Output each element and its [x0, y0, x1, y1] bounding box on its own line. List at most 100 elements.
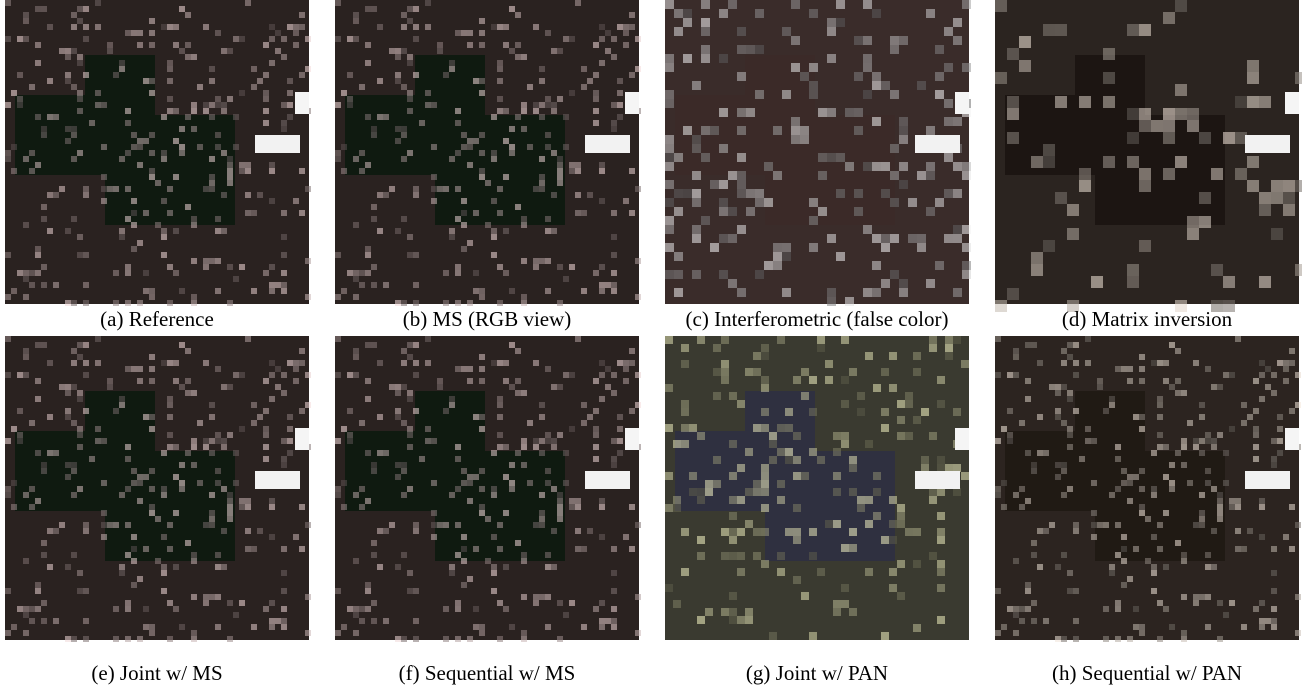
image-pixel [1079, 180, 1091, 192]
image-pixel [617, 78, 623, 84]
image-pixel [5, 492, 11, 498]
image-pixel [551, 438, 557, 444]
image-pixel [926, 9, 935, 18]
image-pixel [1061, 384, 1067, 390]
image-pixel [47, 114, 53, 120]
image-pixel [1295, 264, 1302, 276]
image-pixel [269, 624, 275, 630]
image-pixel [461, 366, 467, 372]
image-pixel [125, 366, 131, 372]
image-pixel [953, 162, 962, 171]
image-pixel [65, 636, 71, 642]
image-pixel [467, 138, 473, 144]
image-pixel [611, 438, 617, 444]
image-pixel [557, 264, 563, 270]
image-pixel [1211, 444, 1217, 450]
image-pixel [209, 258, 215, 264]
image-pixel [41, 552, 47, 558]
image-pixel [479, 624, 485, 630]
image-pixel [227, 492, 233, 498]
image-pixel [101, 102, 107, 108]
image-pixel [1193, 594, 1199, 600]
image-pixel [746, 108, 755, 117]
image-pixel [611, 234, 617, 240]
image-pixel [665, 384, 673, 392]
image-pixel [593, 426, 599, 432]
image-pixel [23, 156, 29, 162]
image-pixel [1259, 618, 1265, 624]
image-pixel [899, 180, 908, 189]
image-pixel [1271, 618, 1277, 624]
image-pixel [1145, 516, 1151, 522]
image-pixel [299, 504, 305, 510]
image-pixel [753, 424, 761, 432]
image-pixel [479, 78, 485, 84]
image-pixel [745, 520, 753, 528]
image-pixel [65, 228, 71, 234]
image-pixel [674, 252, 683, 261]
image-pixel [713, 456, 721, 464]
image-pixel [215, 624, 221, 630]
image-pixel [281, 210, 287, 216]
image-pixel [1025, 606, 1031, 612]
image-pixel [1139, 630, 1145, 636]
image-pixel [125, 606, 131, 612]
image-pixel [77, 588, 83, 594]
image-pixel [701, 18, 710, 27]
image-pixel [143, 210, 149, 216]
image-pixel [35, 42, 41, 48]
image-pixel [1259, 204, 1271, 216]
image-pixel [1037, 360, 1043, 366]
image-pixel [1163, 564, 1169, 570]
image-pixel [455, 522, 461, 528]
image-pixel [737, 108, 746, 117]
image-pixel [215, 216, 221, 222]
image-pixel [101, 174, 107, 180]
image-pixel [1175, 108, 1187, 120]
image-pixel [1061, 420, 1067, 426]
image-pixel [137, 576, 143, 582]
image-pixel [833, 448, 841, 456]
image-pixel [539, 492, 545, 498]
image-pixel [95, 438, 101, 444]
image-pixel [521, 558, 527, 564]
image-pixel [761, 344, 769, 352]
image-pixel [753, 528, 761, 536]
image-pixel [191, 630, 197, 636]
image-pixel [1163, 474, 1169, 480]
image-pixel [581, 546, 587, 552]
image-pixel [173, 138, 179, 144]
image-pixel [509, 462, 515, 468]
image-pixel [203, 360, 209, 366]
image-pixel [937, 488, 945, 496]
panel-image [995, 336, 1301, 642]
image-pixel [1271, 456, 1277, 462]
image-pixel [251, 288, 257, 294]
image-pixel [719, 234, 728, 243]
image-pixel [818, 153, 827, 162]
image-pixel [443, 522, 449, 528]
image-pixel [785, 456, 793, 464]
image-pixel [809, 376, 817, 384]
image-pixel [745, 488, 753, 496]
image-pixel [77, 342, 83, 348]
image-pixel [721, 360, 729, 368]
image-pixel [161, 252, 167, 258]
image-pixel [935, 261, 944, 270]
image-pixel [1199, 132, 1211, 144]
image-pixel [1151, 360, 1157, 366]
image-pixel [545, 102, 551, 108]
image-pixel [1163, 108, 1175, 120]
image-pixel [497, 414, 503, 420]
image-pixel [107, 522, 113, 528]
image-pixel [617, 426, 623, 432]
image-pixel [461, 558, 467, 564]
image-pixel [761, 464, 769, 472]
image-pixel [1103, 72, 1115, 84]
image-pixel [413, 186, 419, 192]
image-pixel [737, 225, 746, 234]
image-pixel [1013, 372, 1019, 378]
image-pixel [635, 402, 641, 408]
image-pixel [173, 42, 179, 48]
image-pixel [705, 480, 713, 488]
